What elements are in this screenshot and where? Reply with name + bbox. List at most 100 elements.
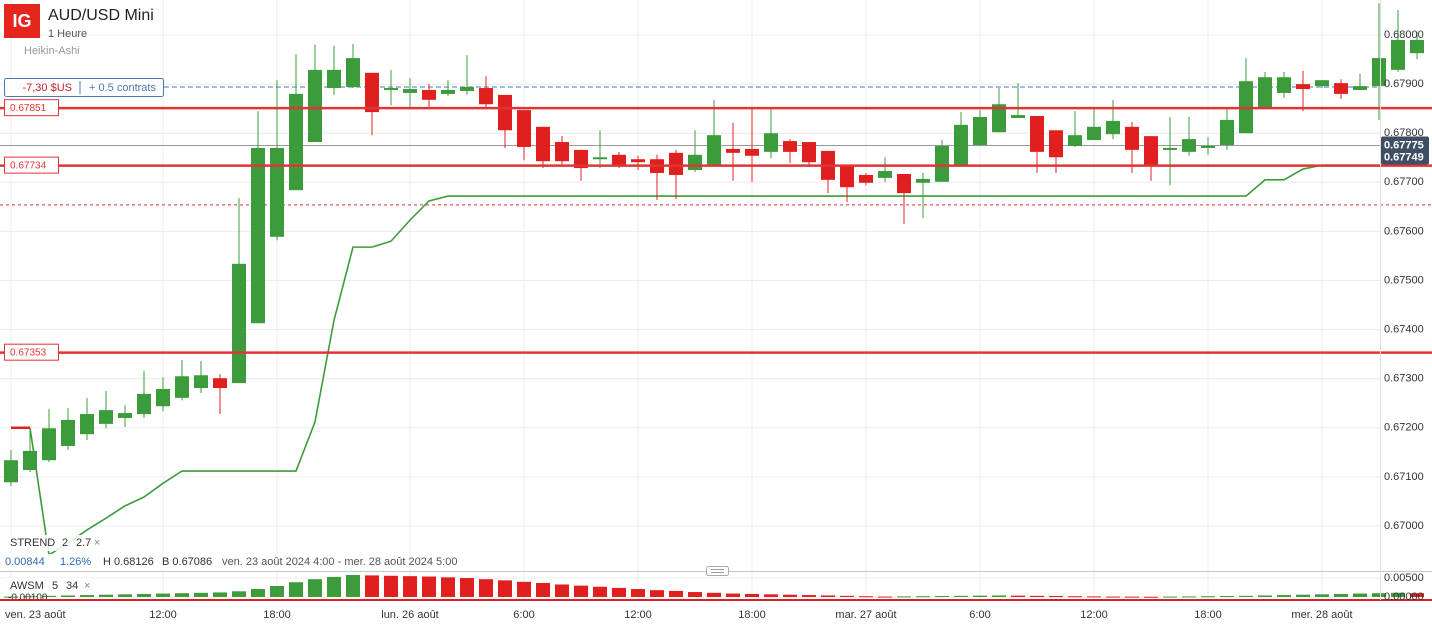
candle-body bbox=[156, 389, 170, 407]
candle-body bbox=[1410, 39, 1424, 54]
candle-body bbox=[536, 126, 550, 162]
candle-body bbox=[745, 148, 759, 156]
level-label: 0.67851 bbox=[10, 103, 47, 114]
awsm-bar bbox=[422, 576, 436, 597]
pane-handle[interactable] bbox=[706, 566, 729, 576]
awsm-bar bbox=[897, 596, 911, 598]
stat-low: B 0.67086 bbox=[162, 556, 212, 568]
awsm-bar bbox=[650, 590, 664, 597]
price-box bbox=[1381, 136, 1429, 165]
x-tick-label: 6:00 bbox=[513, 609, 534, 621]
candle-body bbox=[1372, 58, 1386, 87]
awsm-bar bbox=[726, 593, 740, 597]
awsm-bar bbox=[1353, 593, 1367, 597]
awsm-bar bbox=[289, 582, 303, 597]
candle-body bbox=[498, 94, 512, 131]
y-tick-label: 0.00500 bbox=[1384, 572, 1424, 584]
legend-bg bbox=[4, 578, 96, 594]
awsm-bar bbox=[365, 575, 379, 597]
y-tick-label: 0.67000 bbox=[1384, 520, 1424, 532]
chart-style[interactable]: Heikin-Ashi bbox=[24, 45, 80, 57]
indicator-name[interactable]: AWSM bbox=[10, 580, 44, 592]
awsm-bar bbox=[536, 582, 550, 597]
candle-body bbox=[1296, 84, 1310, 90]
x-tick-label: 18:00 bbox=[738, 609, 766, 621]
candle-body bbox=[631, 159, 645, 163]
awsm-bar bbox=[517, 581, 531, 597]
awsm-bar bbox=[1030, 595, 1044, 597]
candle-body bbox=[954, 124, 968, 166]
awsm-bar bbox=[707, 592, 721, 597]
awsm-bar bbox=[1296, 594, 1310, 597]
close-button[interactable]: × bbox=[84, 580, 90, 592]
candle-body bbox=[973, 117, 987, 145]
awsm-bar bbox=[688, 592, 702, 597]
awsm-bar bbox=[42, 595, 56, 597]
awsm-bar bbox=[479, 579, 493, 597]
close-button[interactable]: × bbox=[94, 537, 100, 549]
awsm-bar bbox=[270, 586, 284, 597]
candle-body bbox=[194, 375, 208, 389]
candle-body bbox=[365, 72, 379, 113]
interval: 1 Heure bbox=[48, 28, 87, 40]
y-tick-label: 0.67300 bbox=[1384, 373, 1424, 385]
candle-body bbox=[384, 88, 398, 91]
candle-body bbox=[764, 133, 778, 152]
awsm-bar bbox=[1144, 596, 1158, 598]
awsm-bar bbox=[1239, 595, 1253, 597]
candle-body bbox=[251, 147, 265, 324]
awsm-bar bbox=[308, 579, 322, 597]
candle-body bbox=[555, 142, 569, 162]
awsm-bar bbox=[61, 595, 75, 597]
awsm-bar bbox=[23, 596, 37, 598]
stats-bg bbox=[0, 554, 440, 570]
awsm-bar bbox=[992, 595, 1006, 597]
candle-body bbox=[574, 149, 588, 169]
awsm-bar bbox=[1011, 595, 1025, 597]
candle-body bbox=[479, 88, 493, 105]
candle-body bbox=[422, 90, 436, 100]
x-tick-label: mer. 28 août bbox=[1291, 609, 1352, 621]
candle-body bbox=[232, 263, 246, 384]
awsm-bar bbox=[612, 587, 626, 597]
candle-body bbox=[878, 171, 892, 178]
order-box[interactable] bbox=[4, 78, 164, 97]
awsm-bar bbox=[745, 593, 759, 597]
x-tick-label: mar. 27 août bbox=[835, 609, 896, 621]
candle-body bbox=[403, 89, 417, 93]
candle-body bbox=[1068, 135, 1082, 146]
awsm-bar bbox=[783, 594, 797, 597]
awsm-bar bbox=[346, 575, 360, 597]
last-price-label: 0.67775 bbox=[1384, 139, 1424, 151]
y-tick-label: 0.67800 bbox=[1384, 127, 1424, 139]
level-label: 0.67734 bbox=[10, 160, 47, 171]
candle-body bbox=[1125, 126, 1139, 150]
candle-body bbox=[42, 428, 56, 461]
candle-body bbox=[175, 376, 189, 398]
candle-body bbox=[992, 104, 1006, 133]
indicator-name[interactable]: STREND bbox=[10, 537, 55, 549]
x-tick-label: lun. 26 août bbox=[381, 609, 439, 621]
candle-body bbox=[346, 58, 360, 88]
awsm-bar bbox=[1315, 594, 1329, 597]
awsm-bar bbox=[118, 594, 132, 597]
candle-body bbox=[118, 413, 132, 418]
y-tick-label: 0.67400 bbox=[1384, 324, 1424, 336]
candle-body bbox=[441, 90, 455, 94]
awsm-bar bbox=[802, 595, 816, 597]
awsm-bar bbox=[441, 577, 455, 597]
candle-body bbox=[707, 135, 721, 166]
awsm-bar bbox=[1258, 595, 1272, 597]
order-size: + 0.5 contrats bbox=[89, 82, 156, 94]
awsm-bar bbox=[137, 593, 151, 597]
awsm-bar bbox=[80, 595, 94, 597]
candle-body bbox=[1182, 139, 1196, 152]
awsm-bar bbox=[859, 596, 873, 598]
awsm-bar bbox=[232, 591, 246, 597]
awsm-bar bbox=[631, 589, 645, 597]
awsm-bar bbox=[593, 586, 607, 597]
awsm-bar bbox=[954, 595, 968, 597]
candle-body bbox=[897, 173, 911, 194]
candle-body bbox=[612, 154, 626, 166]
